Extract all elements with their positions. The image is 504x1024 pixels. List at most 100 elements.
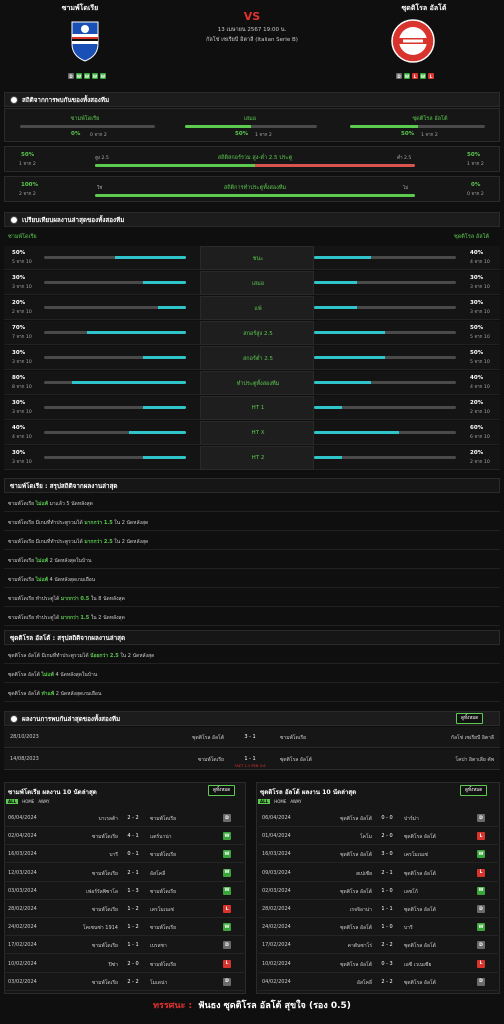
last10-date: 24/02/2024 xyxy=(8,924,37,931)
compare-away-pct: 20% xyxy=(470,450,484,456)
compare-home-pct: 70% xyxy=(12,325,26,331)
last10-away: ซุดติโรล อัลโต้ xyxy=(404,834,436,841)
h2h-match-row[interactable]: 28/10/2023 ซุดติโรล อัลโต้ 3 - 1 ซามพ์โดเรี… xyxy=(4,727,500,748)
summary-line: ซุดติโรล อัลโต้ ไม่แพ้ 4 นัดหลังสุดในบ้า… xyxy=(4,665,500,683)
last10-date: 04/02/2024 xyxy=(262,978,291,985)
home-team-name[interactable]: ซามพ์โดเรีย xyxy=(61,4,99,12)
last10-away: เบรสชา xyxy=(150,943,167,950)
vs-label: VS xyxy=(243,10,261,23)
compare-row: 40% 4 จาก 10 HT X 60% 6 จาก 10 xyxy=(4,421,500,445)
summary-text: ใน 2 นัดหลังสุด xyxy=(112,520,149,526)
form-badge: W xyxy=(100,73,106,79)
home-last10-view-all-button[interactable]: ดูทั้งหมด xyxy=(208,785,236,796)
last10-row[interactable]: 02/04/2024 ซามพ์โดเรีย 4 - 1 แตร์นาน่า W xyxy=(4,828,244,846)
last10-row[interactable]: 28/02/2024 เรจจิอาน่า 1 - 1 ซุดติโรล อัลโต้… xyxy=(258,901,498,918)
last10-away: ปาร์ม่า xyxy=(404,816,419,822)
home-form: D W W W W xyxy=(68,73,106,79)
last10-away: เครโมเนเซ่ xyxy=(150,907,174,913)
last10-score: 2 - 0 xyxy=(381,833,393,840)
last10-row[interactable]: 02/03/2024 ซุดติโรล อัลโต้ 1 - 0 เลชโก้ W xyxy=(258,883,498,900)
last10-score: 2 - 2 xyxy=(127,978,139,985)
last10-result-badge: D xyxy=(477,905,485,913)
ou-right-pct: 50% xyxy=(467,152,481,158)
away-last10-tabs: ALL HOME AWAY xyxy=(258,799,301,804)
last10-row[interactable]: 10/02/2024 ซุดติโรล อัลโต้ 0 - 3 เอซี เวเนเ… xyxy=(258,956,498,973)
last10-row[interactable]: 17/02/2024 คาตันซาโร่ 2 - 2 ซุดติโรล อัลโต้… xyxy=(258,937,498,955)
last10-date: 28/02/2024 xyxy=(262,906,291,912)
h2h-date: 28/10/2023 xyxy=(10,734,39,740)
last10-row[interactable]: 04/02/2024 อัสโคลี่ 2 - 2 ซุดติโรล อัลโต้ D xyxy=(258,974,498,991)
prediction-bar: ทรรศนะ : ฟันธง ซุดติโรล อัลโต้ สุขใจ (รอ… xyxy=(0,998,504,1012)
compare-row: 30% 3 จาก 10 HT 2 20% 2 จาก 10 xyxy=(4,446,500,470)
tab-away[interactable]: AWAY xyxy=(290,799,302,804)
compare-label: เสมอ xyxy=(251,281,265,287)
compare-home-bar xyxy=(44,456,186,459)
last10-row[interactable]: 12/03/2024 ซามพ์โดเรีย 2 - 1 อัสโคลี่ W xyxy=(4,865,244,882)
compare-away-pct: 30% xyxy=(470,300,484,306)
last10-row[interactable]: 17/02/2024 ซามพ์โดเรีย 1 - 1 เบรสชา D xyxy=(4,937,244,955)
last10-row[interactable]: 06/04/2024 บาเรลต้า 2 - 2 ซามพ์โดเรีย D xyxy=(4,810,244,827)
summary-line: ซามพ์โดเรีย ทำประตูได้ มากกว่า 0.5 ใน 8 … xyxy=(4,589,500,607)
last10-home: ซามพ์โดเรีย xyxy=(91,870,118,877)
compare-home-pct: 30% xyxy=(12,275,26,281)
h2h-draw-pct: 50% xyxy=(235,131,249,137)
compare-home-pct: 30% xyxy=(12,450,26,456)
last10-row[interactable]: 06/04/2024 ซุดติโรล อัลโต้ 0 - 0 ปาร์ม่า D xyxy=(258,810,498,827)
h2h-view-all-button[interactable]: ดูทั้งหมด xyxy=(456,713,484,724)
h2h-draw-count: 1 จาก 2 xyxy=(255,133,272,138)
tab-all[interactable]: ALL xyxy=(258,799,271,804)
away-team-name[interactable]: ซุดติโรล อัลโต้ xyxy=(401,4,447,12)
last10-row[interactable]: 16/03/2024 บารี 0 - 1 ซามพ์โดเรีย W xyxy=(4,846,244,864)
tab-home[interactable]: HOME xyxy=(22,799,35,804)
btts-right-pct: 0% xyxy=(471,182,481,188)
compare-away-pct: 40% xyxy=(470,250,484,256)
h2h-league: กัลโช่ เซเรียบี อิตาลี xyxy=(450,735,494,741)
away-last10-view-all-button[interactable]: ดูทั้งหมด xyxy=(460,785,488,796)
section-title-text: ผลงานการพบกันล่าสุดของทั้งสองทีม xyxy=(22,715,121,723)
h2h-match-row[interactable]: 14/08/2023 ซามพ์โดเรีย 1 - 1 ซุดติโรล อัลโต… xyxy=(4,749,500,770)
last10-row[interactable]: 24/02/2024 โคเซนซ่า 1914 1 - 2 ซามพ์โดเรีย W xyxy=(4,919,244,937)
last10-row[interactable]: 03/03/2024 เฟอร์รัลพิซาโล 1 - 3 ซามพ์โดเรีย… xyxy=(4,883,244,900)
last10-row[interactable]: 10/02/2024 ปิซ่า 2 - 0 ซามพ์โดเรีย L xyxy=(4,956,244,973)
compare-away-bar xyxy=(314,331,456,334)
btts-panel: 100% 2 จาก 2 ใช่ สถิติการทำประตูทั้งสองท… xyxy=(4,176,500,202)
section-title-text: ซุดติโรล อัลโต้ : สรุปสถิติจากผลงานล่าสุ… xyxy=(10,634,126,642)
h2h-stats-title: สถิติจากการพบกันของทั้งสองทีม xyxy=(4,92,500,107)
compare-row: 70% 7 จาก 10 สกอร์สูง 2.5 50% 5 จาก 10 xyxy=(4,321,500,345)
compare-home-count: 4 จาก 10 xyxy=(12,435,32,440)
last10-row[interactable]: 24/02/2024 ซุดติโรล อัลโต้ 1 - 0 บารี W xyxy=(258,919,498,937)
summary-line: ซามพ์โดเรีย ไม่แพ้ 4 นัดหลังสุดเกมเยือน xyxy=(4,570,500,588)
away-last10-panel xyxy=(256,782,500,994)
last10-home: เรจจิอาน่า xyxy=(349,907,372,913)
compare-home-count: 3 จาก 10 xyxy=(12,460,32,465)
summary-text: ใน 2 นัดหลังสุด xyxy=(112,539,149,545)
h2h-away-label: ซุดติโรล อัลโต้ xyxy=(412,116,448,122)
h2h-away-team: ซุดติโรล อัลโต้ xyxy=(280,757,312,763)
tab-away[interactable]: AWAY xyxy=(38,799,50,804)
last10-home: ซามพ์โดเรีย xyxy=(91,907,118,913)
summary-highlight: ไม่แพ้ xyxy=(35,501,48,507)
compare-away-fill xyxy=(314,306,357,309)
tab-all[interactable]: ALL xyxy=(6,799,19,804)
last10-result-badge: L xyxy=(477,832,485,841)
last10-row[interactable]: 28/02/2024 ซามพ์โดเรีย 1 - 2 เครโมเนเซ่ L xyxy=(4,901,244,918)
compare-home-bar xyxy=(44,356,186,359)
last10-away: เอซี เวเนเซีย xyxy=(404,961,432,968)
compare-home-bar xyxy=(44,331,186,334)
tab-home[interactable]: HOME xyxy=(274,799,287,804)
last10-row[interactable]: 01/04/2024 โคโม 2 - 0 ซุดติโรล อัลโต้ L xyxy=(258,828,498,846)
last10-row[interactable]: 09/03/2024 สเปเซีย 2 - 1 ซุดติโรล อัลโต้ L xyxy=(258,865,498,882)
summary-highlight: ไม่แพ้ xyxy=(41,672,54,678)
compare-home-fill xyxy=(72,381,186,384)
last10-date: 02/04/2024 xyxy=(8,833,37,840)
last10-away: อัสโคลี่ xyxy=(150,870,166,877)
last10-row[interactable]: 03/02/2024 ซามพ์โดเรีย 2 - 2 โมเดน่า D xyxy=(4,974,244,991)
compare-away-count: 2 จาก 10 xyxy=(470,460,490,465)
last10-row[interactable]: 16/03/2024 ซุดติโรล อัลโต้ 3 - 0 เครโมเนเซ่… xyxy=(258,846,498,864)
ou-right-count: 1 จาก 2 xyxy=(467,162,484,167)
compare-away-fill xyxy=(314,406,343,409)
h2h-home-pct: 0% xyxy=(71,131,81,137)
compare-home-fill xyxy=(115,256,186,259)
compare-title: เปรียบเทียบผลงานล่าสุดของทั้งสองทีม xyxy=(4,212,500,227)
last10-score: 4 - 1 xyxy=(127,833,139,840)
